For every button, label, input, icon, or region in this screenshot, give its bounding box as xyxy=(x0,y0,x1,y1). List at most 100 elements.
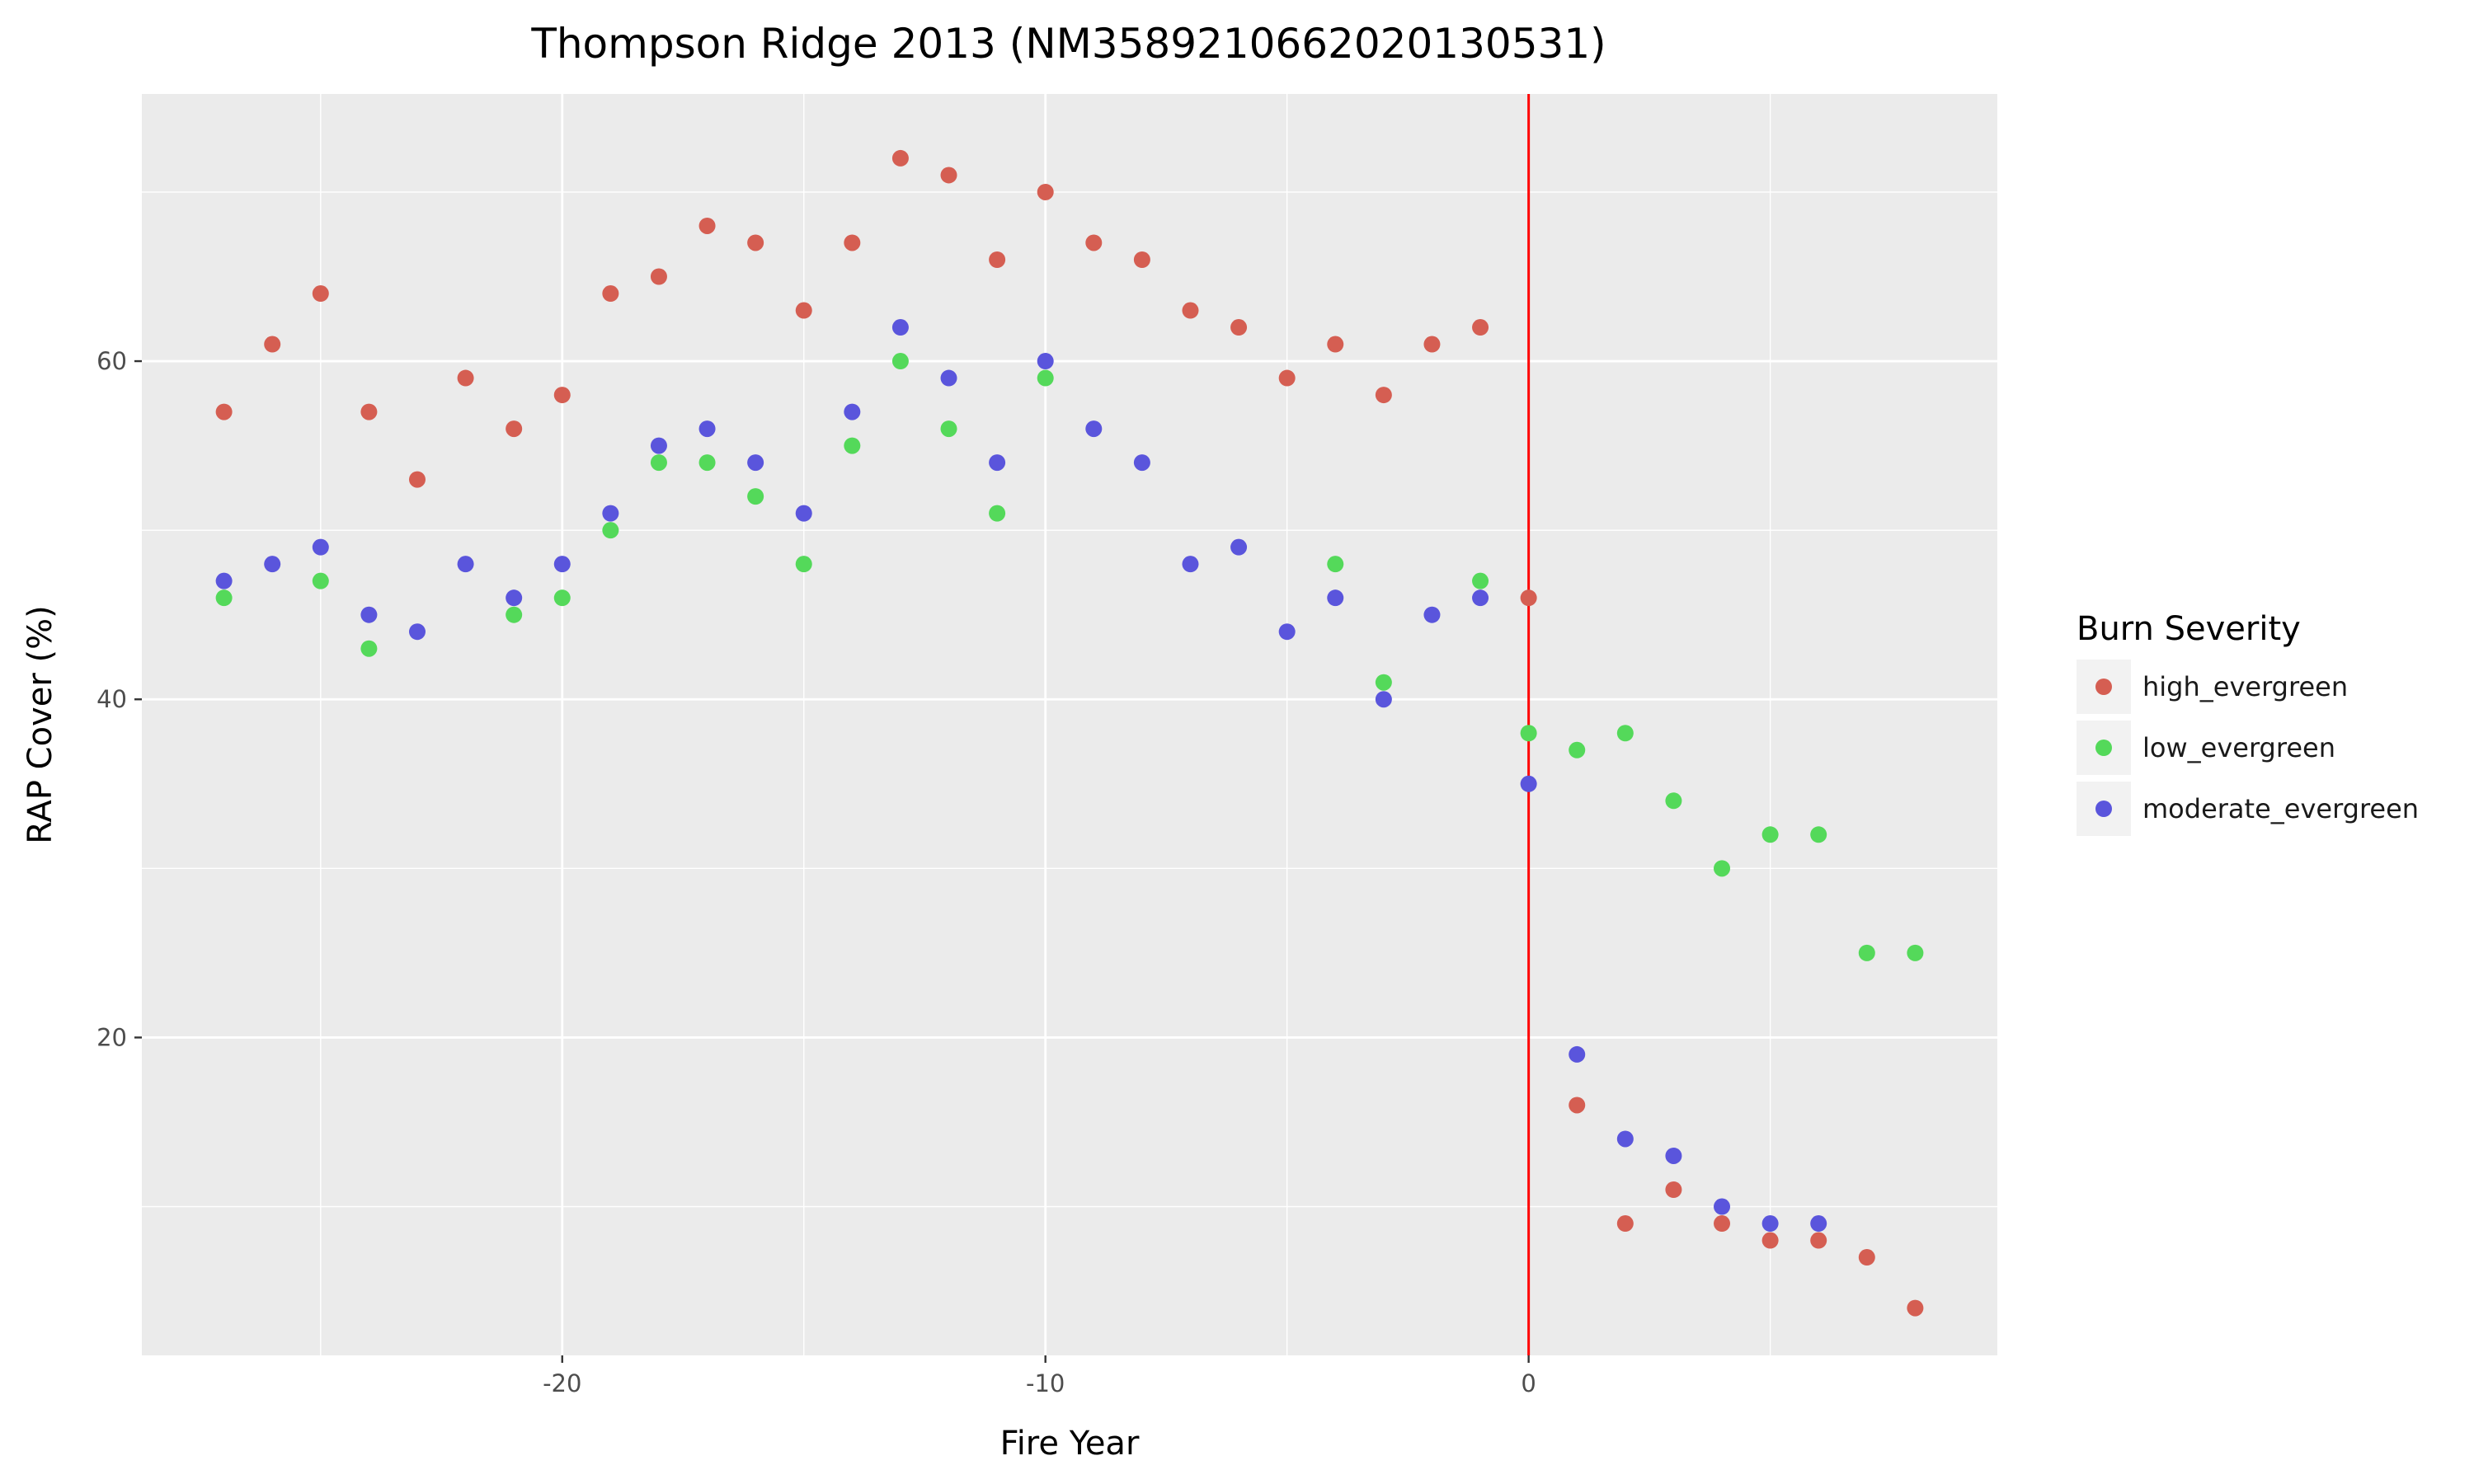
data-point xyxy=(1472,572,1489,589)
data-points xyxy=(215,149,1924,1317)
data-point xyxy=(795,505,812,522)
data-point xyxy=(1182,556,1199,573)
data-point xyxy=(1858,1249,1875,1266)
y-axis-title: RAP Cover (%) xyxy=(21,605,59,843)
data-point xyxy=(747,234,764,251)
data-point xyxy=(1327,589,1344,607)
data-point xyxy=(506,420,523,438)
data-point xyxy=(1714,860,1731,877)
legend: Burn Severity high_evergreen low_evergree… xyxy=(2077,610,2419,836)
data-point xyxy=(264,336,281,353)
data-point xyxy=(1085,420,1103,438)
data-point xyxy=(1810,1215,1827,1233)
data-point xyxy=(264,556,281,573)
data-point xyxy=(602,522,619,539)
data-point xyxy=(1665,1181,1682,1199)
data-point xyxy=(602,285,619,303)
data-point xyxy=(1520,589,1537,607)
y-axis-ticks: 20 40 60 xyxy=(96,347,142,1051)
plot-panel xyxy=(142,94,1997,1355)
data-point xyxy=(1714,1215,1731,1233)
data-point xyxy=(360,606,378,623)
data-point xyxy=(1230,319,1248,336)
data-point xyxy=(1327,336,1344,353)
legend-key-marker xyxy=(2095,679,2112,695)
data-point xyxy=(1037,369,1054,387)
data-point xyxy=(940,420,957,438)
legend-item: low_evergreen xyxy=(2077,721,2335,775)
data-point xyxy=(1520,725,1537,742)
data-point xyxy=(360,640,378,657)
data-point xyxy=(1616,1130,1634,1148)
data-point xyxy=(1182,302,1199,319)
legend-key-marker xyxy=(2095,801,2112,817)
x-axis-title: Fire Year xyxy=(1000,1425,1140,1463)
x-tick-label: 0 xyxy=(1521,1369,1536,1397)
data-point xyxy=(1423,336,1441,353)
x-tick-label: -20 xyxy=(543,1369,581,1397)
data-point xyxy=(989,505,1006,522)
data-point xyxy=(1037,183,1054,200)
data-point xyxy=(844,403,861,420)
data-point xyxy=(312,538,329,556)
data-point xyxy=(1520,775,1537,792)
data-point xyxy=(698,420,716,438)
data-point xyxy=(1907,1299,1924,1317)
data-point xyxy=(844,234,861,251)
data-point xyxy=(747,488,764,505)
data-point xyxy=(1714,1198,1731,1215)
y-tick-label: 40 xyxy=(96,685,127,713)
data-point xyxy=(1037,353,1054,370)
data-point xyxy=(360,403,378,420)
data-point xyxy=(940,369,957,387)
data-point xyxy=(457,369,474,387)
legend-item: high_evergreen xyxy=(2077,660,2348,714)
data-point xyxy=(747,454,764,472)
data-point xyxy=(408,471,426,488)
legend-item: moderate_evergreen xyxy=(2077,782,2419,836)
data-point xyxy=(1569,1045,1586,1063)
data-point xyxy=(795,556,812,573)
data-point xyxy=(408,623,426,641)
data-point xyxy=(1472,589,1489,607)
data-point xyxy=(457,556,474,573)
data-point xyxy=(1761,826,1779,843)
data-point xyxy=(1085,234,1103,251)
legend-items: high_evergreen low_evergreen moderate_ever… xyxy=(2077,660,2419,836)
data-point xyxy=(1665,792,1682,810)
data-point xyxy=(215,589,233,607)
data-point xyxy=(506,606,523,623)
data-point xyxy=(1423,606,1441,623)
data-point xyxy=(698,454,716,472)
data-point xyxy=(553,387,571,404)
data-point xyxy=(891,319,909,336)
x-axis-ticks: -20 -10 0 xyxy=(543,1355,1536,1397)
data-point xyxy=(1133,454,1150,472)
data-point xyxy=(989,454,1006,472)
data-point xyxy=(1375,674,1392,691)
data-point xyxy=(650,437,667,454)
data-point xyxy=(215,403,233,420)
legend-label: low_evergreen xyxy=(2142,732,2335,763)
legend-key-marker xyxy=(2095,740,2112,756)
data-point xyxy=(553,556,571,573)
data-point xyxy=(698,217,716,234)
data-point xyxy=(940,167,957,184)
data-point xyxy=(989,251,1006,268)
data-point xyxy=(1278,623,1296,641)
data-point xyxy=(312,572,329,589)
data-point xyxy=(1133,251,1150,268)
data-point xyxy=(602,505,619,522)
data-point xyxy=(1810,1232,1827,1249)
data-point xyxy=(215,572,233,589)
data-point xyxy=(1858,944,1875,961)
legend-title: Burn Severity xyxy=(2077,610,2301,648)
data-point xyxy=(1327,556,1344,573)
legend-label: high_evergreen xyxy=(2142,671,2348,702)
data-point xyxy=(1616,1215,1634,1233)
data-point xyxy=(795,302,812,319)
chart-title: Thompson Ridge 2013 (NM35892106620201305… xyxy=(530,20,1606,68)
data-point xyxy=(1375,387,1392,404)
data-point xyxy=(553,589,571,607)
